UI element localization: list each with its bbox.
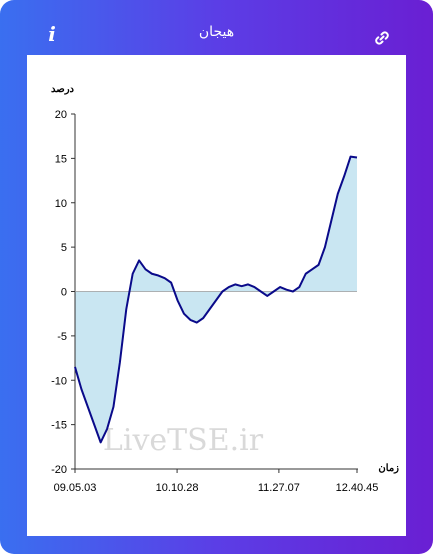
link-icon[interactable] bbox=[372, 28, 392, 48]
y-tick-label: -20 bbox=[51, 464, 67, 476]
x-tick-label: 11.27.07 bbox=[258, 482, 300, 494]
y-tick-label: -5 bbox=[57, 331, 67, 343]
y-tick-label: -10 bbox=[51, 375, 67, 387]
info-icon[interactable]: i bbox=[48, 22, 56, 46]
x-axis-label: زمان bbox=[378, 463, 399, 474]
y-tick-label: -15 bbox=[51, 420, 67, 432]
link-icon-graphic bbox=[375, 31, 389, 45]
emotion-chart: درصد زمان LiveTSE.ir 20 15 10 5 0 -5 -10 -15 -20… bbox=[51, 84, 399, 494]
series-line bbox=[74, 155, 358, 444]
y-tick-label: 5 bbox=[61, 242, 67, 254]
y-tick-label: 10 bbox=[55, 198, 67, 210]
x-tick-label: 09.05.03 bbox=[54, 482, 97, 494]
chart-panel: درصد زمان LiveTSE.ir 20 15 10 5 0 -5 -10 -15 -20… bbox=[27, 55, 406, 536]
header-bar: i هیجان bbox=[0, 0, 433, 56]
watermark: LiveTSE.ir bbox=[103, 423, 264, 458]
y-tick-label: 20 bbox=[55, 109, 67, 121]
x-tick-label: 10.10.28 bbox=[156, 482, 199, 494]
x-tick-label: 12.40.45 bbox=[336, 482, 379, 494]
page-title: هیجان bbox=[198, 24, 235, 40]
y-tick-label: 15 bbox=[55, 153, 67, 165]
y-axis-label: درصد bbox=[51, 84, 75, 95]
y-tick-label: 0 bbox=[61, 287, 67, 299]
